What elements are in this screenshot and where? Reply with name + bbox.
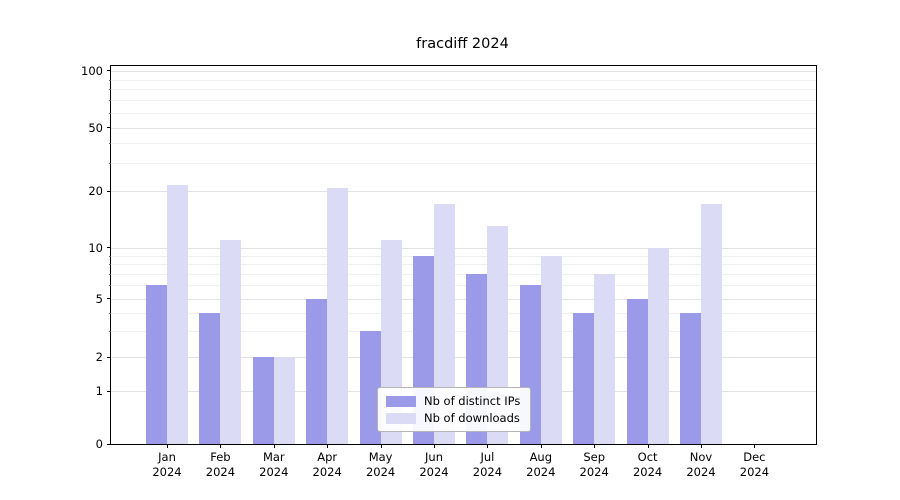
bar-downloads (167, 184, 188, 444)
bar-downloads (220, 240, 242, 444)
major-gridline (111, 70, 816, 72)
x-tick-label: Aug 2024 (526, 450, 556, 479)
x-tick (754, 444, 756, 448)
x-tick (540, 444, 542, 448)
minor-gridline (111, 285, 816, 287)
minor-gridline (111, 100, 816, 102)
bar-distinct-ips (680, 313, 701, 444)
x-tick-label: Jan 2024 (152, 450, 182, 479)
legend-swatch-distinct-ips (386, 395, 416, 407)
y-minor-tick (109, 331, 111, 333)
plot-area: Nb of distinct IPs Nb of downloads 0 1 2 5 1… (81, 64, 817, 479)
x-tick (487, 444, 489, 448)
chart-title: fracdiff 2024 (416, 36, 509, 52)
x-tick-label: Jun 2024 (419, 450, 449, 479)
y-tick (107, 356, 111, 358)
y-minor-tick (109, 264, 111, 266)
y-tick (107, 247, 111, 249)
x-tick-label: Apr 2024 (312, 450, 342, 479)
y-tick-label: 0 (95, 437, 103, 451)
legend: Nb of distinct IPs Nb of downloads (377, 387, 532, 432)
y-minor-tick (109, 100, 111, 102)
y-minor-tick (109, 255, 111, 257)
y-minor-tick (109, 163, 111, 165)
minor-gridline (111, 264, 816, 266)
bar-distinct-ips (199, 313, 221, 444)
major-gridline (111, 357, 816, 359)
minor-gridline (111, 274, 816, 276)
y-tick-label: 5 (95, 291, 103, 306)
legend-label-distinct-ips: Nb of distinct IPs (424, 394, 521, 408)
legend-swatch-downloads (386, 412, 416, 424)
y-tick (107, 70, 111, 72)
bar-distinct-ips (626, 298, 648, 444)
bar-downloads (540, 255, 562, 444)
bar-downloads (701, 204, 722, 444)
x-tick (273, 444, 275, 448)
minor-gridline (111, 255, 816, 257)
y-tick-label: 2 (95, 350, 103, 365)
y-tick (107, 190, 111, 192)
y-tick (107, 390, 111, 392)
x-tick (434, 444, 435, 448)
x-tick-label: Mar 2024 (259, 450, 289, 479)
x-tick (327, 444, 329, 448)
bar-downloads (594, 274, 616, 444)
y-tick-label: 100 (81, 63, 103, 78)
minor-gridline (111, 79, 816, 81)
minor-gridline (111, 331, 816, 333)
y-tick (107, 298, 111, 300)
bar-distinct-ips (252, 357, 274, 444)
x-tick-label: Feb 2024 (205, 450, 236, 479)
x-tick-label: Oct 2024 (632, 450, 663, 479)
bar-distinct-ips (146, 285, 167, 444)
bar-downloads (273, 357, 295, 444)
minor-gridline (111, 163, 816, 165)
y-minor-tick (109, 274, 111, 276)
bar-distinct-ips (306, 298, 328, 444)
minor-gridline (111, 313, 816, 315)
y-tick-label: 10 (88, 240, 103, 255)
y-minor-tick (109, 143, 111, 145)
bar-downloads (327, 187, 349, 444)
x-tick (594, 444, 596, 448)
major-gridline (111, 247, 816, 249)
x-tick (220, 444, 222, 448)
bar-downloads (647, 247, 669, 444)
bar-downloads (434, 204, 455, 444)
legend-item-distinct-ips: Nb of distinct IPs (386, 394, 520, 408)
x-tick-label: Nov 2024 (686, 450, 716, 479)
x-tick-label: Dec 2024 (739, 450, 770, 479)
y-tick-label: 20 (88, 184, 103, 199)
y-tick-label: 50 (88, 120, 103, 135)
y-minor-tick (109, 285, 111, 287)
y-tick-label: 1 (95, 384, 103, 399)
x-tick (380, 444, 382, 448)
x-tick (701, 444, 702, 448)
y-tick (107, 443, 111, 445)
x-tick (647, 444, 649, 448)
minor-gridline (111, 143, 816, 145)
major-gridline (111, 298, 816, 300)
legend-item-downloads: Nb of downloads (386, 411, 520, 425)
bar-distinct-ips (573, 313, 595, 444)
major-gridline (111, 191, 816, 193)
x-tick (167, 444, 168, 448)
legend-label-downloads: Nb of downloads (424, 411, 520, 425)
y-minor-tick (109, 313, 111, 315)
y-minor-tick (109, 89, 111, 91)
y-tick (107, 127, 111, 129)
x-tick-label: Sep 2024 (579, 450, 609, 479)
minor-gridline (111, 112, 816, 114)
y-minor-tick (109, 112, 111, 114)
x-tick-label: May 2024 (365, 450, 396, 479)
major-gridline (111, 127, 816, 129)
y-minor-tick (109, 79, 111, 81)
x-tick-label: Jul 2024 (472, 450, 503, 479)
bar-distinct-ips (359, 331, 381, 444)
minor-gridline (111, 89, 816, 91)
